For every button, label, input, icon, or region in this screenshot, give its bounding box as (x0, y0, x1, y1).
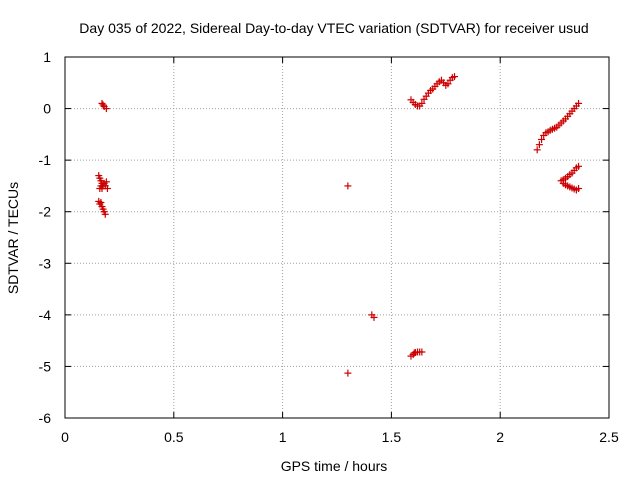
data-point (101, 210, 109, 218)
data-points (95, 73, 583, 377)
data-point (344, 369, 352, 377)
data-point (99, 101, 107, 109)
data-point (535, 141, 543, 149)
y-tick-label: -3 (39, 255, 52, 271)
data-point (344, 182, 352, 190)
data-point (370, 313, 378, 321)
data-point (575, 99, 583, 107)
x-tick-label: 2 (496, 429, 504, 445)
data-point (98, 185, 106, 193)
chart-title: Day 035 of 2022, Sidereal Day-to-day VTE… (79, 20, 588, 36)
x-axis-label: GPS time / hours (281, 458, 388, 474)
x-tick-label: 1 (279, 429, 287, 445)
y-tick-label: -1 (39, 152, 52, 168)
y-tick-label: -6 (39, 410, 52, 426)
x-axis: 0 0.5 1 1.5 2 2.5 (61, 57, 619, 445)
plot-frame (64, 56, 610, 419)
data-point (533, 146, 541, 154)
x-tick-label: 0.5 (164, 429, 184, 445)
data-point (575, 185, 583, 193)
x-tick-label: 2.5 (599, 429, 619, 445)
y-axis: 1 0 -1 -2 -3 -4 -5 -6 (39, 49, 609, 426)
data-point (418, 99, 426, 107)
data-point (444, 80, 452, 88)
x-tick-label: 1.5 (382, 429, 402, 445)
data-point (102, 105, 110, 113)
data-point (575, 162, 583, 170)
data-point (97, 198, 105, 206)
y-axis-label: SDTVAR / TECUs (5, 182, 21, 294)
x-tick-label: 0 (61, 429, 69, 445)
y-tick-label: 0 (43, 101, 51, 117)
y-tick-label: -5 (39, 358, 52, 374)
y-tick-label: 1 (43, 49, 51, 65)
grid (65, 57, 609, 418)
data-point (538, 136, 546, 144)
y-tick-label: -4 (39, 307, 52, 323)
data-point (102, 178, 110, 186)
data-point (451, 73, 459, 81)
y-tick-label: -2 (39, 204, 52, 220)
data-point (418, 348, 426, 356)
